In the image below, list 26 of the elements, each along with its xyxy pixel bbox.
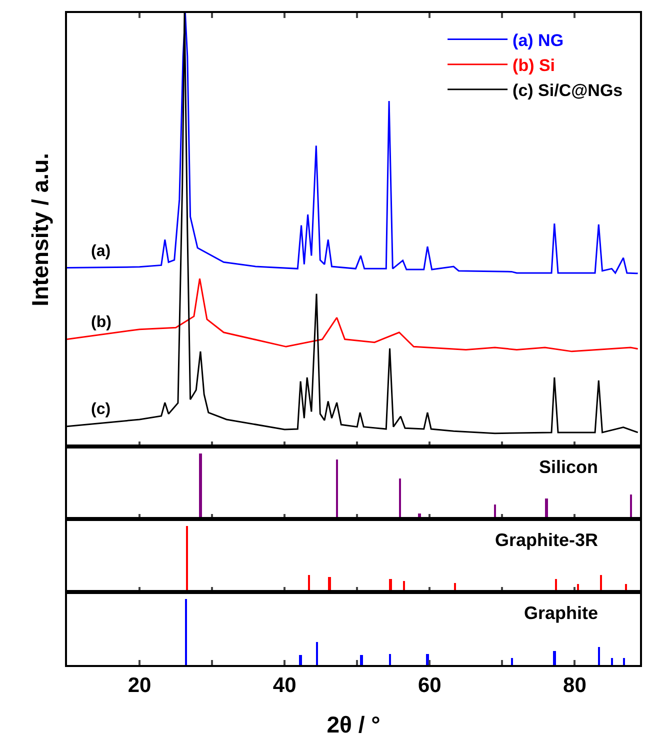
bar <box>389 654 391 665</box>
bar <box>316 642 318 665</box>
bar <box>598 647 600 665</box>
x-tick-label: 20 <box>128 674 152 698</box>
bar <box>623 658 625 665</box>
annotation: Graphite <box>524 603 598 623</box>
bar <box>611 658 613 665</box>
legend-label: (c) Si/C@NGs <box>512 81 623 100</box>
annotation: Silicon <box>539 457 598 477</box>
legend-label: (b) Si <box>512 56 556 75</box>
x-axis-title: 2θ / ° <box>326 711 380 738</box>
bar <box>511 658 513 665</box>
bar <box>426 654 429 665</box>
bar <box>553 651 556 665</box>
x-tick-label: 80 <box>563 674 586 698</box>
x-tick-label: 60 <box>418 674 442 698</box>
bar <box>360 655 363 665</box>
legend-label: (a) NG <box>512 30 564 50</box>
bar <box>185 599 187 665</box>
annotation: (b) <box>91 314 112 331</box>
x-tick-label: 40 <box>272 674 296 698</box>
annotation: Graphite-3R <box>495 530 598 550</box>
y-axis-title: Intensity / a.u. <box>26 152 53 306</box>
bar <box>299 655 302 665</box>
annotation: (a) <box>91 243 111 260</box>
annotation: (c) <box>91 401 111 418</box>
